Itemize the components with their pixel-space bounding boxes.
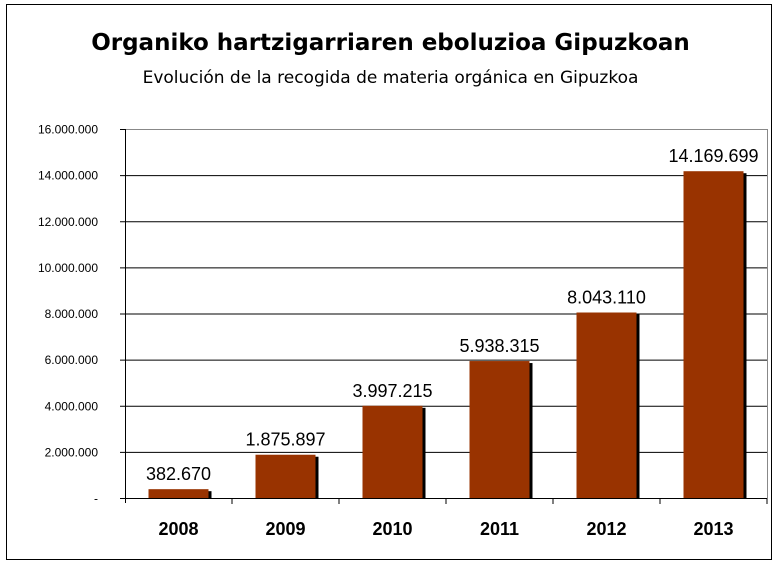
data-label: 14.169.699 xyxy=(668,146,758,166)
data-label: 382.670 xyxy=(146,464,211,484)
y-tick-label: 16.000.000 xyxy=(38,123,98,137)
data-label: 3.997.215 xyxy=(352,381,432,401)
x-tick-label: 2010 xyxy=(372,519,412,539)
x-tick-label: 2011 xyxy=(480,519,519,539)
data-label: 1.875.897 xyxy=(245,430,325,450)
y-tick-label: 12.000.000 xyxy=(38,215,98,229)
y-tick-label: 2.000.000 xyxy=(45,445,99,459)
data-label: 8.043.110 xyxy=(567,288,646,308)
x-tick-label: 2009 xyxy=(265,519,305,539)
chart-frame xyxy=(6,4,772,560)
chart-title: Organiko hartzigarriaren eboluzioa Gipuz… xyxy=(91,30,690,56)
x-tick-label: 2013 xyxy=(693,519,733,539)
bar-2008 xyxy=(148,489,209,498)
y-tick-label: 6.000.000 xyxy=(45,353,99,367)
x-tick-label: 2012 xyxy=(586,519,626,539)
bar-2010 xyxy=(362,405,423,498)
y-tick-label: 8.000.000 xyxy=(45,307,99,321)
y-tick-label: - xyxy=(94,492,98,506)
y-tick-label: 4.000.000 xyxy=(45,399,99,413)
bar-2013 xyxy=(683,171,744,499)
y-tick-label: 14.000.000 xyxy=(38,169,98,183)
bar-2011 xyxy=(469,361,530,498)
y-tick-label: 10.000.000 xyxy=(38,261,98,275)
bar-2009 xyxy=(255,454,316,498)
bar-2012 xyxy=(576,312,637,498)
data-label: 5.938.315 xyxy=(459,336,539,356)
chart-subtitle: Evolución de la recogida de materia orgá… xyxy=(142,68,639,88)
x-tick-label: 2008 xyxy=(158,519,198,539)
